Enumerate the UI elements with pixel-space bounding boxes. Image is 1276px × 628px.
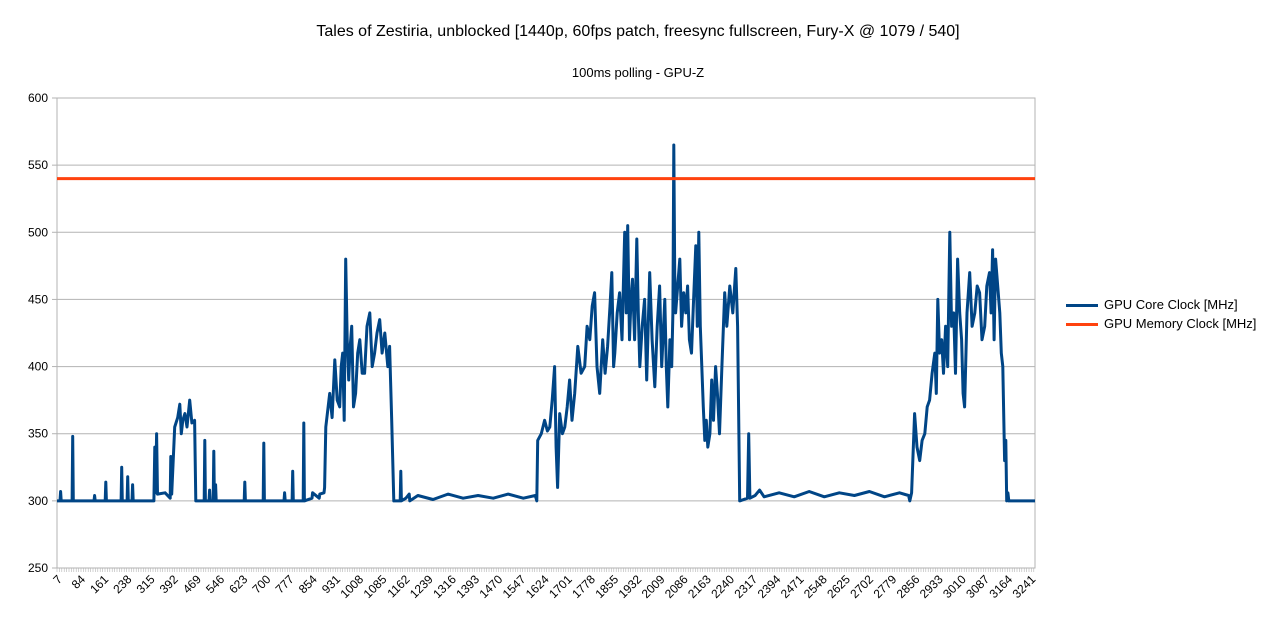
x-tick-label: 2702 <box>847 572 876 601</box>
x-tick-label: 2086 <box>662 572 691 601</box>
x-tick-label: 2317 <box>731 572 760 601</box>
x-tick-label: 623 <box>226 572 250 596</box>
x-tick-label: 2548 <box>801 572 830 601</box>
x-tick-label: 1701 <box>546 572 575 601</box>
y-tick-label: 350 <box>28 427 48 441</box>
x-tick-label: 1624 <box>523 572 552 601</box>
x-tick-label: 1239 <box>407 572 436 601</box>
x-tick-label: 2240 <box>708 572 737 601</box>
legend-swatch-core <box>1066 304 1098 308</box>
x-tick-label: 1855 <box>592 572 621 601</box>
x-tick-label: 161 <box>87 572 111 596</box>
x-tick-label: 854 <box>296 572 320 596</box>
x-tick-label: 1547 <box>500 572 529 601</box>
legend-item-core-clock: GPU Core Clock [MHz] <box>1066 297 1238 312</box>
x-tick-label: 1085 <box>361 572 390 601</box>
y-tick-label: 400 <box>28 360 48 374</box>
x-tick-label: 1393 <box>453 572 482 601</box>
x-tick-label: 2856 <box>894 572 923 601</box>
series-line-core-clock <box>57 143 1035 503</box>
x-tick-label: 315 <box>134 572 158 596</box>
x-tick-label: 84 <box>69 572 89 592</box>
x-tick-label: 2471 <box>778 572 807 601</box>
x-tick-label: 3087 <box>963 572 992 601</box>
y-tick-label: 250 <box>28 561 48 575</box>
x-tick-label: 392 <box>157 572 181 596</box>
x-tick-label: 1008 <box>337 572 366 601</box>
y-tick-label: 600 <box>28 91 48 105</box>
legend-label-memory: GPU Memory Clock [MHz] <box>1104 316 1257 331</box>
x-tick-label: 2163 <box>685 572 714 601</box>
x-tick-label: 2394 <box>755 572 784 601</box>
y-tick-label: 500 <box>28 225 48 239</box>
y-tick-label: 300 <box>28 494 48 508</box>
x-tick-label: 546 <box>203 572 227 596</box>
plot-border <box>56 97 1036 569</box>
x-tick-label: 1162 <box>384 572 412 600</box>
x-tick-label: 2009 <box>639 572 668 601</box>
legend-item-memory-clock: GPU Memory Clock [MHz] <box>1066 316 1256 331</box>
y-tick-label: 450 <box>28 292 48 306</box>
x-tick-label: 2779 <box>871 572 900 601</box>
legend-label-core: GPU Core Clock [MHz] <box>1104 297 1238 312</box>
chart-title: Tales of Zestiria, unblocked [1440p, 60f… <box>316 23 960 40</box>
x-tick-label: 777 <box>273 572 297 596</box>
x-tick-label: 2625 <box>824 572 853 601</box>
legend-swatch-memory <box>1066 323 1098 327</box>
x-tick-label: 1778 <box>569 572 598 601</box>
x-tick-label: 3010 <box>940 572 969 601</box>
x-tick-label: 7 <box>50 572 65 587</box>
x-tick-label: 238 <box>110 572 134 596</box>
x-tick-label: 1932 <box>616 572 645 601</box>
x-tick-label: 1316 <box>430 572 459 601</box>
x-tick-label: 700 <box>249 572 273 596</box>
x-tick-label: 1470 <box>477 572 506 601</box>
x-tick-label: 469 <box>180 572 204 596</box>
chart-subtitle: 100ms polling - GPU-Z <box>571 65 705 80</box>
x-tick-label: 3241 <box>1010 572 1039 601</box>
y-tick-label: 550 <box>28 158 48 172</box>
x-tick-label: 2933 <box>917 572 946 601</box>
x-tick-label: 3164 <box>986 572 1015 601</box>
